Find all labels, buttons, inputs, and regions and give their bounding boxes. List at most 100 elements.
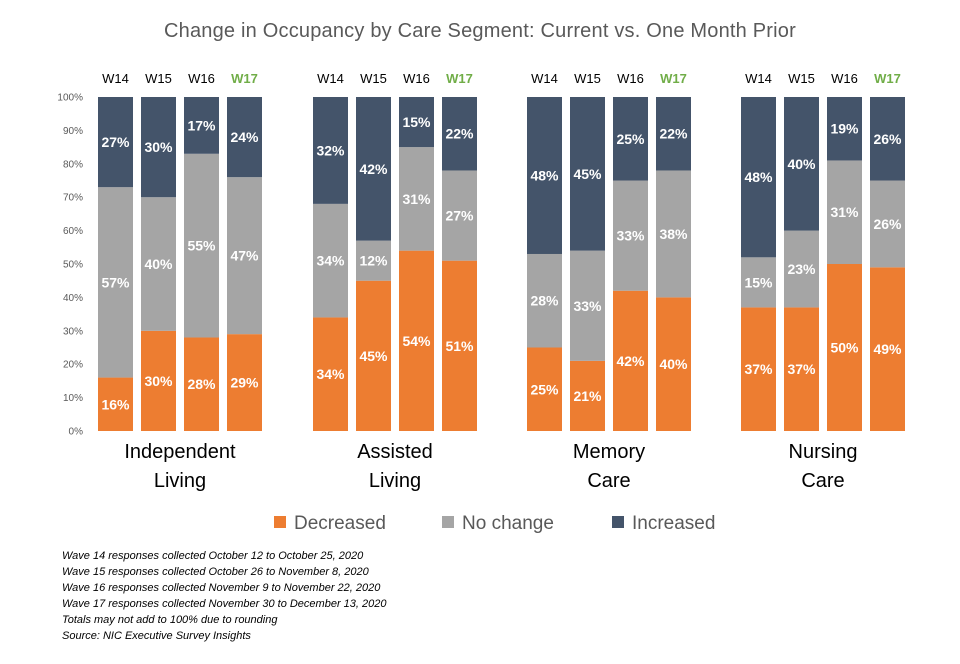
y-tick-label: 50% <box>63 260 83 271</box>
wave-label: W14 <box>531 71 558 86</box>
bar-segment-no-change <box>442 170 477 261</box>
legend-swatch <box>274 516 286 528</box>
wave-label: W15 <box>788 71 815 86</box>
data-label: 42% <box>616 353 645 369</box>
y-tick-label: 40% <box>63 293 83 304</box>
data-label: 57% <box>101 274 130 290</box>
bar-segment-increased <box>784 97 819 231</box>
data-label: 30% <box>144 373 173 389</box>
data-label: 48% <box>744 169 773 185</box>
data-label: 40% <box>659 356 688 372</box>
legend-item: No change <box>442 513 554 534</box>
wave-label: W16 <box>831 71 858 86</box>
bar-segment-decreased <box>442 260 477 431</box>
bar-segment-increased <box>399 97 434 148</box>
data-label: 27% <box>101 134 130 150</box>
category-label: Assisted <box>357 441 433 463</box>
category-label: Care <box>587 470 630 492</box>
y-tick-label: 90% <box>63 126 83 137</box>
bar-segment-no-change <box>741 257 776 308</box>
data-label: 49% <box>873 341 902 357</box>
data-label: 54% <box>402 333 431 349</box>
data-label: 40% <box>144 256 173 272</box>
bar-segment-decreased <box>527 347 562 431</box>
y-axis: 0% 10% 20% 30% 40% 50% 60% 70% 80% 90% 100% <box>57 93 83 438</box>
data-label: 38% <box>659 226 688 242</box>
y-tick-label: 10% <box>63 393 83 404</box>
data-label: 21% <box>573 388 602 404</box>
bar-segment-increased <box>827 97 862 161</box>
wave-label: W16 <box>403 71 430 86</box>
legend-swatch <box>442 516 454 528</box>
bar-group: W14 37% 15% 48% W15 37% 23% 40% W16 50% 31% 19% W17 4… <box>741 71 905 492</box>
data-label: 24% <box>230 129 259 145</box>
bar-segment-no-change <box>98 187 133 378</box>
bar-segment-increased <box>141 97 176 198</box>
wave-label: W15 <box>360 71 387 86</box>
wave-label: W14 <box>317 71 344 86</box>
data-label: 55% <box>187 238 216 254</box>
bar-segment-increased <box>98 97 133 188</box>
bar-group: W14 34% 34% 32% W15 45% 12% 42% W16 54% 31% 15% W17 5… <box>313 71 477 492</box>
bar-segment-no-change <box>613 180 648 291</box>
bar-segment-no-change <box>656 170 691 298</box>
footnote-wave14: Wave 14 responses collected October 12 t… <box>62 550 364 562</box>
bar-segment-increased <box>741 97 776 258</box>
data-label: 25% <box>530 381 559 397</box>
category-label: Care <box>801 470 844 492</box>
category-label: Nursing <box>789 441 858 463</box>
data-label: 16% <box>101 396 130 412</box>
category-label: Memory <box>573 441 645 463</box>
data-label: 17% <box>187 117 216 133</box>
bar-segment-decreased <box>613 290 648 431</box>
data-label: 15% <box>744 274 773 290</box>
data-label: 22% <box>659 126 688 142</box>
data-label: 31% <box>830 204 859 220</box>
wave-label: W15 <box>145 71 172 86</box>
chart-title: Change in Occupancy by Care Segment: Cur… <box>164 20 796 42</box>
bar-segment-increased <box>527 97 562 254</box>
data-label: 51% <box>445 338 474 354</box>
data-label: 25% <box>616 131 645 147</box>
data-label: 19% <box>830 121 859 137</box>
bar-segment-no-change <box>399 147 434 251</box>
footnote-wave17: Wave 17 responses collected November 30 … <box>62 598 387 610</box>
wave-label: W17 <box>231 71 258 86</box>
y-tick-label: 20% <box>63 360 83 371</box>
y-tick-label: 100% <box>57 93 83 104</box>
legend-item: Decreased <box>274 513 386 534</box>
footnote-wave16: Wave 16 responses collected November 9 t… <box>62 582 381 594</box>
data-label: 50% <box>830 340 859 356</box>
data-label: 22% <box>445 126 474 142</box>
bar-segment-no-change <box>313 203 348 318</box>
bar-segment-no-change <box>870 180 905 268</box>
bar-segment-increased <box>184 97 219 154</box>
bar-segment-no-change <box>570 250 605 361</box>
bar-segment-no-change <box>227 177 262 335</box>
bar-group: W14 25% 28% 48% W15 21% 33% 45% W16 42% 33% 25% W17 4… <box>527 71 691 492</box>
bar-segment-no-change <box>527 253 562 348</box>
legend-item: Increased <box>612 513 715 534</box>
bar-segment-increased <box>656 97 691 171</box>
legend-label: No change <box>462 513 554 534</box>
data-label: 45% <box>573 166 602 182</box>
bar-segment-no-change <box>356 240 391 281</box>
data-label: 15% <box>402 114 431 130</box>
bar-segment-decreased <box>356 280 391 431</box>
footnote-wave15: Wave 15 responses collected October 26 t… <box>62 566 369 578</box>
bar-segment-decreased <box>741 307 776 431</box>
bar-segment-decreased <box>313 317 348 431</box>
wave-label: W17 <box>874 71 901 86</box>
bar-segment-increased <box>870 97 905 181</box>
bar-segment-no-change <box>784 230 819 308</box>
bar-segment-increased <box>227 97 262 178</box>
bar-segment-decreased <box>784 307 819 431</box>
bar-segment-decreased <box>870 267 905 431</box>
data-label: 31% <box>402 191 431 207</box>
footnote-source: Source: NIC Executive Survey Insights <box>62 630 251 642</box>
bar-segment-decreased <box>827 264 862 431</box>
legend: Decreased No change Increased <box>274 513 715 534</box>
bar-segment-decreased <box>656 297 691 431</box>
wave-label: W16 <box>188 71 215 86</box>
